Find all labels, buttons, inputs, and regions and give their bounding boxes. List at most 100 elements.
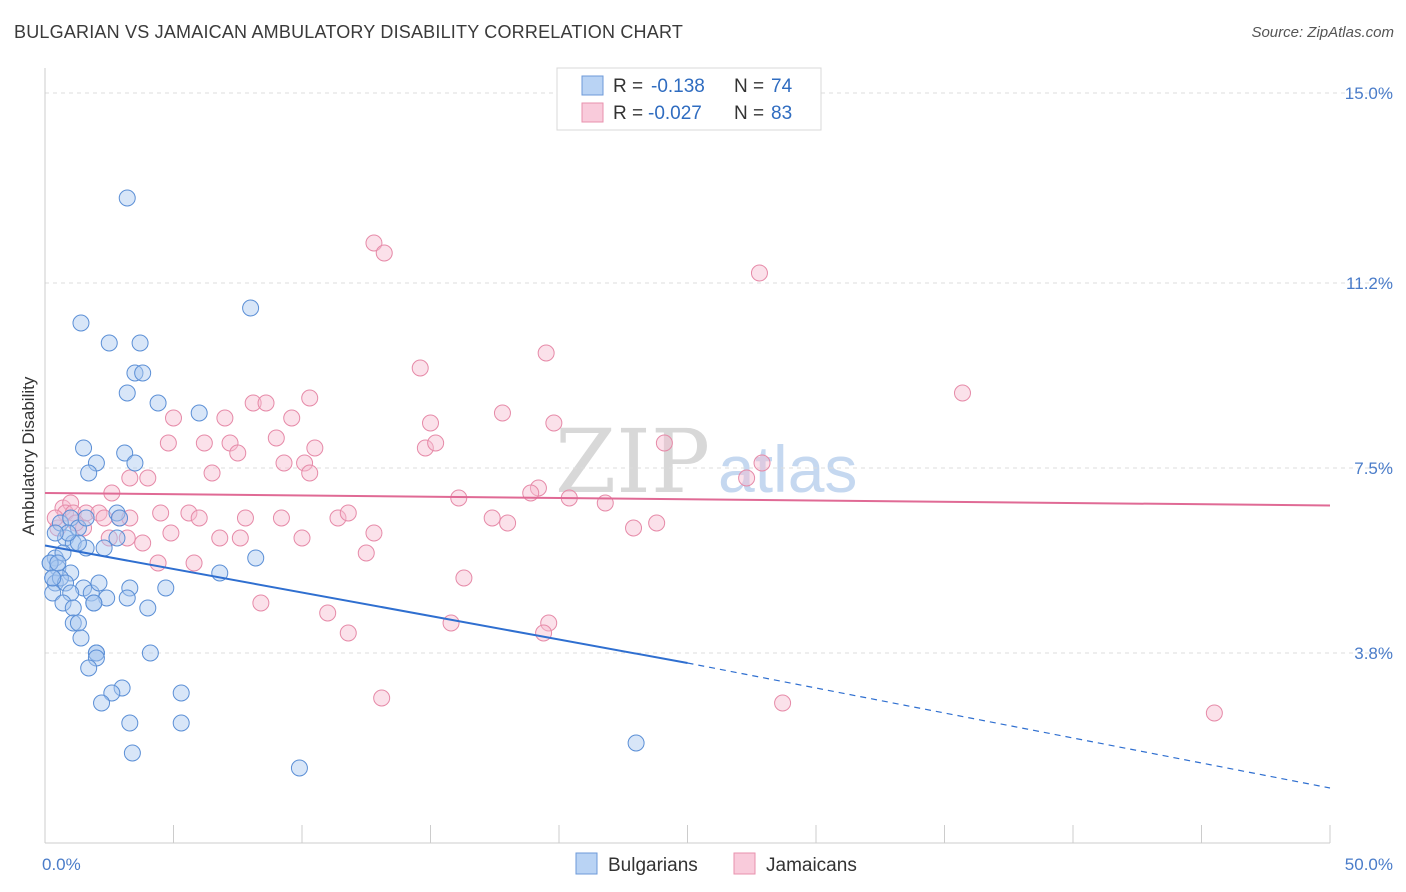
- jamaican-point: [750, 264, 768, 282]
- jamaican-point: [648, 514, 666, 532]
- jamaican-point: [211, 529, 229, 547]
- bulgarian-point: [172, 714, 190, 732]
- jamaican-point: [422, 414, 439, 432]
- bulgarian-point: [108, 529, 126, 547]
- jamaican-point: [64, 504, 82, 522]
- legend-swatch-jamaicans: [581, 102, 604, 123]
- legend-n-value-bulgarians: 74: [771, 76, 793, 97]
- jamaican-point: [1205, 704, 1223, 722]
- watermark-atlas: atlas: [718, 432, 857, 506]
- bulgarian-point: [116, 444, 134, 462]
- jamaican-point: [375, 244, 393, 262]
- bulgarian-point: [149, 394, 167, 412]
- jamaican-point: [152, 504, 170, 522]
- x-tick-label-max: 50.0%: [1345, 855, 1393, 874]
- bulgarian-point: [141, 644, 159, 662]
- jamaican-point: [275, 454, 293, 472]
- chart-title: BULGARIAN VS JAMAICAN AMBULATORY DISABIL…: [14, 22, 684, 42]
- bulgarian-point: [57, 574, 75, 592]
- y-axis-label: Ambulatory Disability: [19, 376, 38, 535]
- jamaican-point: [236, 509, 254, 527]
- jamaican-point: [149, 554, 167, 572]
- jamaican-point: [257, 394, 275, 412]
- bulgarian-point: [90, 574, 108, 592]
- jamaican-point: [159, 434, 177, 452]
- legend-r-value-bulgarians: -0.138: [651, 76, 705, 97]
- x-tick-label-min: 0.0%: [42, 855, 81, 874]
- jamaican-point: [293, 529, 311, 547]
- jamaican-point: [499, 514, 517, 532]
- bulgarian-point: [85, 594, 103, 612]
- jamaican-point: [411, 359, 429, 377]
- jamaican-point: [190, 509, 208, 527]
- legend-n-label-bulgarians: N =: [734, 76, 764, 97]
- trend-lines: [44, 492, 1331, 789]
- bulgarian-point: [64, 614, 82, 632]
- bulgarian-point: [59, 524, 77, 542]
- bulgarian-point: [44, 569, 62, 587]
- bulgarian-point: [118, 189, 136, 207]
- bulgarian-point: [247, 549, 265, 567]
- bulgarian-point: [87, 644, 105, 662]
- jamaican-point: [545, 414, 563, 432]
- bulgarian-point: [118, 589, 136, 607]
- jamaican-point: [203, 464, 221, 482]
- bulgarian-point: [131, 334, 149, 352]
- jamaican-point: [365, 234, 383, 252]
- jamaican-point: [180, 504, 198, 522]
- jamaican-point: [373, 689, 391, 707]
- bulgarian-point: [44, 584, 62, 602]
- jamaican-point: [301, 464, 319, 482]
- bulgarian-point: [64, 599, 82, 617]
- bulgarian-point: [54, 594, 72, 612]
- bulgarian-point: [69, 614, 87, 632]
- jamaican-point: [231, 529, 249, 547]
- jamaican-point: [95, 509, 113, 527]
- legend-r-value-jamaicans: -0.027: [648, 103, 702, 124]
- bulgarian-point: [103, 684, 121, 702]
- jamaican-point: [738, 469, 756, 487]
- legend-r-label-jamaicans: R =: [613, 103, 643, 124]
- bottom-legend-swatch-jamaicans: [733, 852, 756, 875]
- bottom-legend-swatch-bulgarians: [575, 852, 598, 875]
- jamaican-point: [953, 384, 971, 402]
- jamaican-point: [774, 694, 792, 712]
- bulgarian-point: [72, 629, 90, 647]
- x-tick-marks: [44, 825, 1331, 843]
- gridlines: [45, 92, 1392, 654]
- legend-n-label-jamaicans: N =: [734, 103, 764, 124]
- legend-swatch-bulgarians: [581, 75, 604, 96]
- jamaican-point: [625, 519, 643, 537]
- bulgarian-point: [46, 524, 64, 542]
- bulgarian-point: [190, 404, 208, 422]
- jamaican-point: [165, 409, 182, 427]
- bulgarian-point: [111, 509, 129, 527]
- legend-n-value-jamaicans: 83: [771, 103, 792, 124]
- bulgarian-point: [121, 579, 139, 597]
- bulgarian-points: [41, 189, 645, 777]
- jamaican-point: [62, 494, 80, 512]
- bulgarian-point: [75, 439, 93, 457]
- y-tick-labels: 3.8% 7.5% 11.2% 15.0%: [1345, 84, 1393, 663]
- jamaican-point: [185, 554, 203, 572]
- bulgarian-point: [80, 659, 98, 677]
- jamaican-point: [283, 409, 301, 427]
- jamaican-point: [90, 504, 108, 522]
- bulgarian-trend-line: [44, 544, 688, 664]
- jamaican-point: [252, 594, 270, 612]
- jamaican-point: [301, 389, 319, 407]
- jamaican-point: [365, 524, 383, 542]
- bottom-legend-label-jamaicans: Jamaicans: [766, 855, 857, 876]
- bulgarian-point: [95, 539, 113, 557]
- jamaican-point: [655, 434, 673, 452]
- series-legend: Bulgarians Jamaicans: [575, 852, 857, 876]
- jamaican-point: [216, 409, 234, 427]
- bulgarian-point: [46, 574, 64, 592]
- jamaican-point: [118, 529, 136, 547]
- bulgarian-point: [157, 579, 175, 597]
- bulgarian-point: [108, 504, 126, 522]
- jamaican-point: [77, 504, 95, 522]
- jamaican-point: [455, 569, 473, 587]
- jamaican-point: [121, 509, 139, 527]
